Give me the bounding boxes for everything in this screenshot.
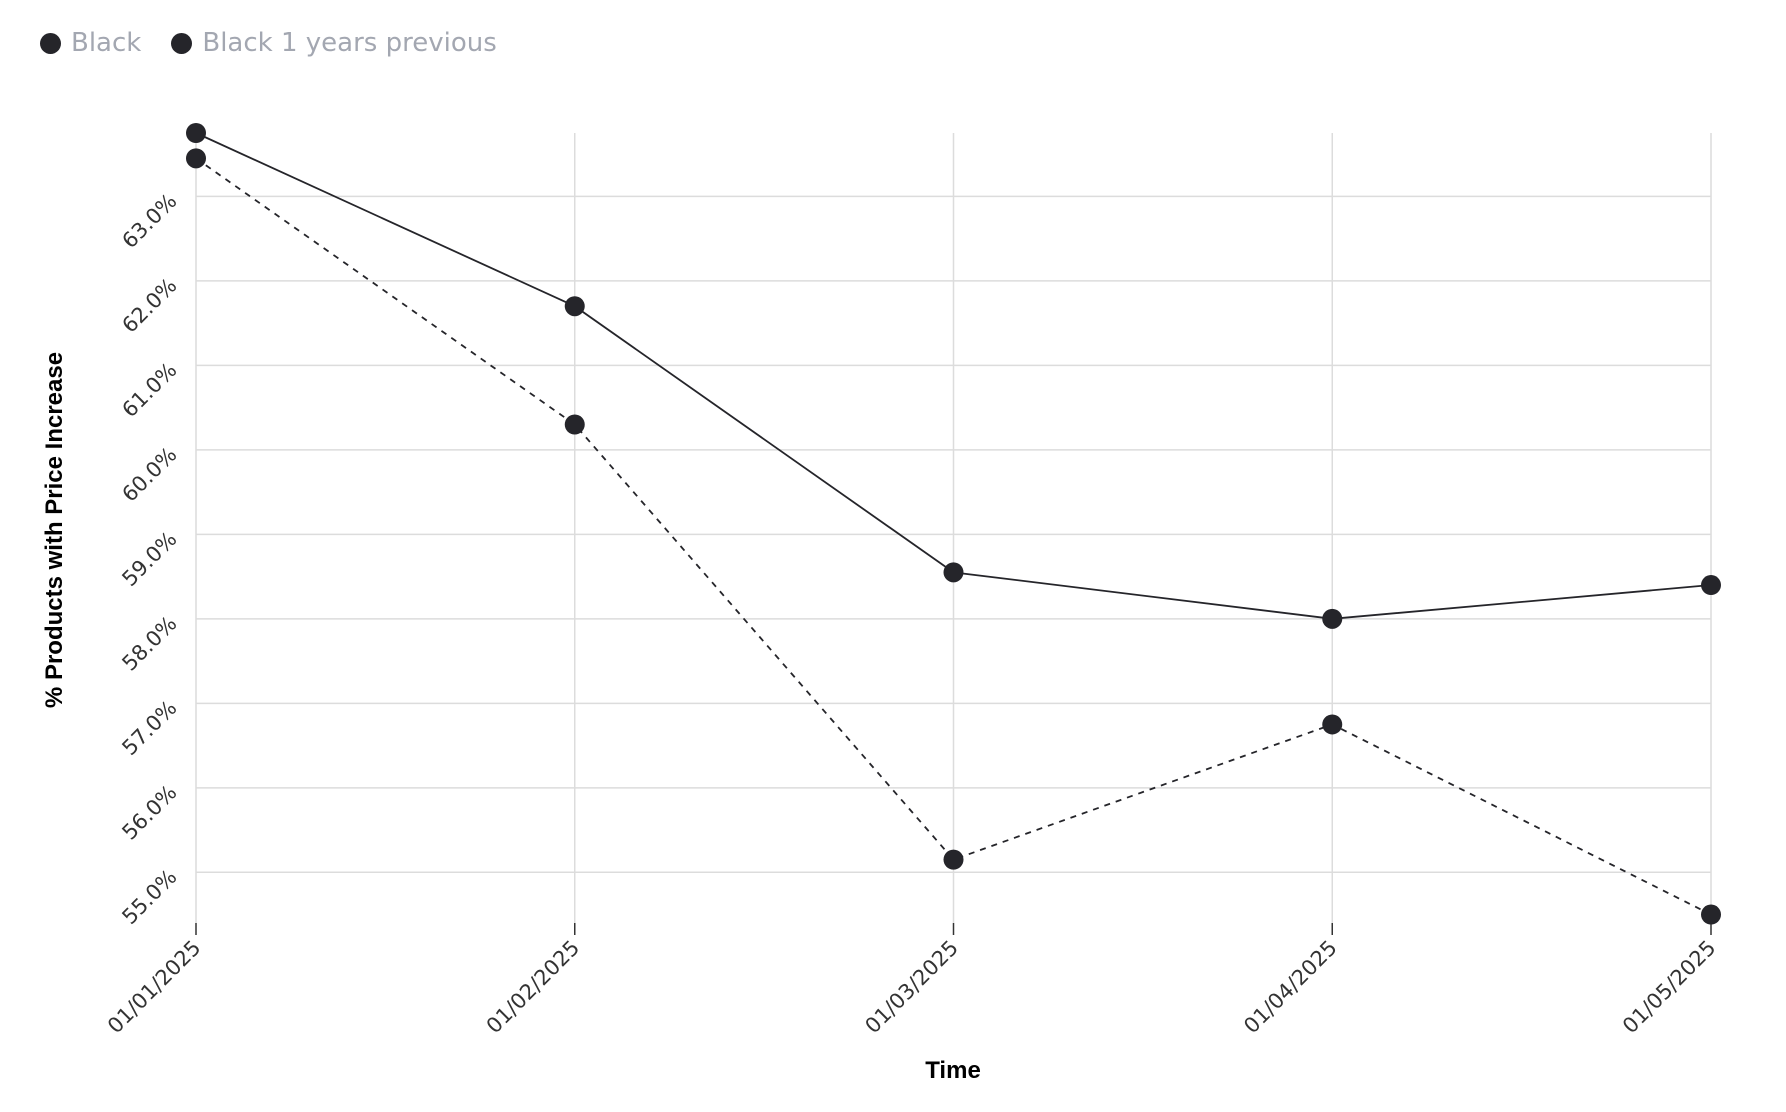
data-point-black-1-years-previous xyxy=(564,414,585,435)
data-point-black-1-years-previous xyxy=(943,849,964,870)
legend-marker-black xyxy=(40,32,61,54)
data-point-black xyxy=(186,123,206,143)
x-tick-label: 01/01/2025 xyxy=(103,936,206,1039)
y-tick-label: 60.0% xyxy=(117,442,181,506)
legend-label-black: Black xyxy=(71,28,142,58)
y-axis-label: % Products with Price Increase xyxy=(41,352,68,708)
data-point-black-1-years-previous xyxy=(186,148,206,169)
chart-legend: Black Black 1 years previous xyxy=(40,28,497,58)
data-point-black-1-years-previous xyxy=(1322,714,1343,735)
y-tick-label: 63.0% xyxy=(117,189,181,253)
legend-item-black[interactable]: Black xyxy=(40,28,141,58)
x-tick-label: 01/04/2025 xyxy=(1239,936,1342,1039)
x-axis-label: Time xyxy=(925,1057,981,1084)
axes: 55.0% 56.0% 57.0% 58.0% 59.0% 60.0% 61.0% 62.0%… xyxy=(103,189,1721,1038)
y-tick-label: 55.0% xyxy=(117,865,181,929)
data-point-black xyxy=(564,296,585,317)
series-layer xyxy=(186,123,1721,925)
x-tick-label: 01/02/2025 xyxy=(482,936,585,1039)
data-point-black xyxy=(1701,575,1721,596)
y-tick-label: 58.0% xyxy=(117,611,181,675)
y-tick-label: 59.0% xyxy=(117,527,181,591)
data-point-black xyxy=(943,562,964,583)
y-tick-label: 56.0% xyxy=(117,780,181,844)
legend-item-black-previous[interactable]: Black 1 years previous xyxy=(171,28,497,58)
x-tick-label: 01/05/2025 xyxy=(1618,936,1721,1039)
y-tick-label: 61.0% xyxy=(117,358,181,422)
legend-label-black-previous: Black 1 years previous xyxy=(202,28,497,58)
y-tick-label: 62.0% xyxy=(117,273,181,337)
grid-lines xyxy=(195,133,1712,923)
legend-marker-black-previous xyxy=(171,32,193,54)
data-point-black-1-years-previous xyxy=(1701,904,1721,925)
y-tick-label: 57.0% xyxy=(117,696,181,760)
x-tick-label: 01/03/2025 xyxy=(860,936,963,1039)
data-point-black xyxy=(1322,608,1343,629)
